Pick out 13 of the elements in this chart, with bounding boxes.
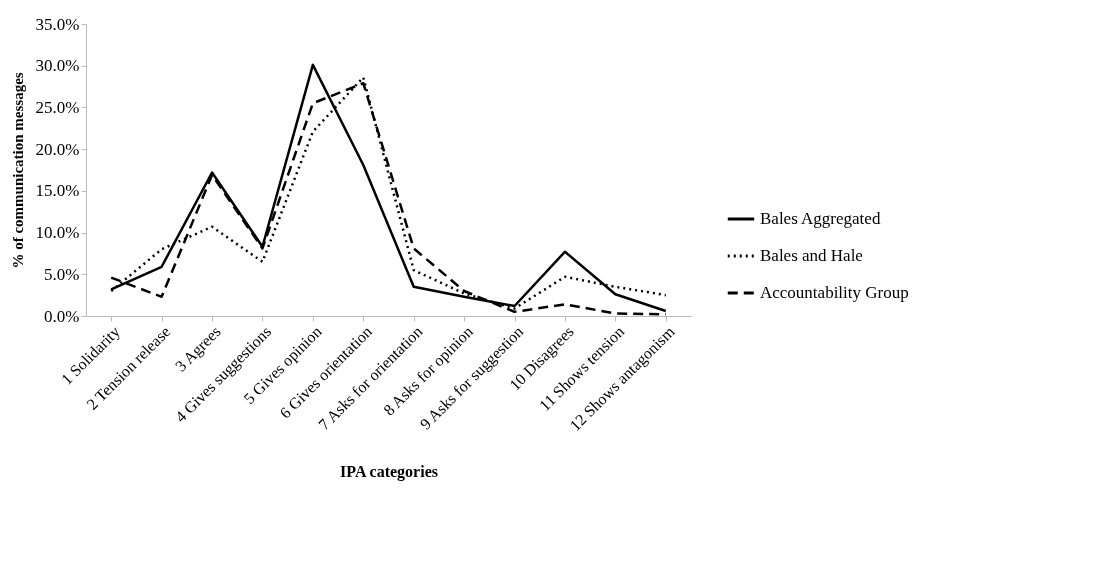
y-tick-label: 25.0% xyxy=(35,97,80,117)
y-tick-label: 35.0% xyxy=(35,14,80,34)
y-tick-label: 5.0% xyxy=(44,264,80,284)
y-tick-label: 30.0% xyxy=(35,56,80,76)
legend-label: Bales and Hale xyxy=(760,246,863,265)
legend-label: Accountability Group xyxy=(760,283,909,302)
y-tick-label: 0.0% xyxy=(44,306,80,326)
y-tick-label: 20.0% xyxy=(35,139,80,159)
y-tick-label: 15.0% xyxy=(35,181,80,201)
y-axis-title: % of communication messages xyxy=(9,72,26,269)
x-axis-title: IPA categories xyxy=(340,463,438,482)
y-tick-label: 10.0% xyxy=(35,223,80,243)
legend-label: Bales Aggregated xyxy=(760,209,881,228)
